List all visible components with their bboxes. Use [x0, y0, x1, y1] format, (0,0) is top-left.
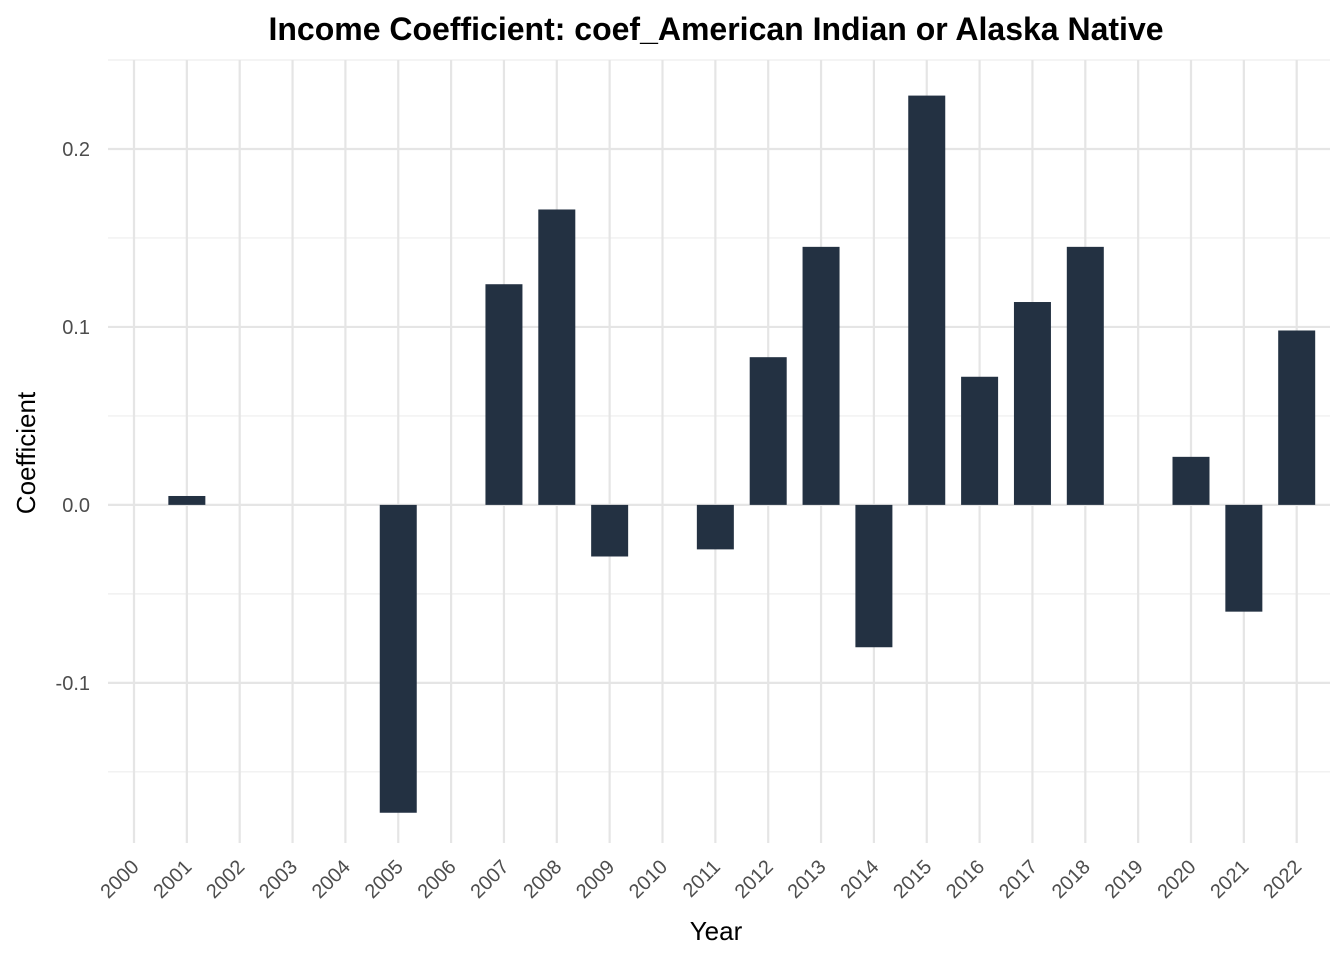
y-tick-label: -0.1 — [56, 673, 90, 695]
x-tick-label: 2005 — [361, 856, 408, 903]
x-tick-label: 2001 — [149, 856, 196, 903]
bar-2017 — [1013, 302, 1051, 505]
bar-2007 — [485, 284, 523, 505]
x-tick-label: 2002 — [202, 856, 249, 903]
bar-2001 — [168, 495, 206, 505]
x-tick-label: 2008 — [519, 856, 566, 903]
x-tick-label: 2016 — [942, 856, 989, 903]
bar-2009 — [591, 504, 629, 557]
bar-2014 — [855, 504, 893, 648]
x-tick-label: 2021 — [1206, 856, 1253, 903]
x-axis-title: Year — [690, 916, 743, 946]
bar-2015 — [908, 95, 946, 505]
bar-2021 — [1225, 504, 1263, 612]
x-tick-label: 2022 — [1259, 856, 1306, 903]
bar-2012 — [749, 357, 787, 505]
x-tick-label: 2009 — [572, 856, 619, 903]
x-tick-label: 2018 — [1048, 856, 1095, 903]
y-tick-labels: -0.1 0.0 0.1 0.2 — [56, 139, 90, 695]
x-tick-label: 2013 — [784, 856, 831, 903]
bar-2013 — [802, 246, 840, 505]
x-tick-label: 2014 — [836, 856, 883, 903]
x-tick-label: 2003 — [255, 856, 302, 903]
major-gridlines — [108, 60, 1330, 843]
bar-2022 — [1278, 330, 1316, 505]
bar-2016 — [961, 376, 999, 505]
x-tick-label: 2011 — [679, 856, 725, 902]
x-tick-label: 2000 — [97, 856, 144, 903]
chart-title: Income Coefficient: coef_American Indian… — [268, 11, 1163, 47]
bars — [168, 95, 1316, 813]
x-tick-label: 2010 — [625, 856, 672, 903]
x-tick-label: 2012 — [731, 856, 778, 903]
bar-2011 — [696, 504, 734, 550]
x-tick-label: 2020 — [1154, 856, 1201, 903]
x-tick-label: 2019 — [1101, 856, 1148, 903]
y-axis-title: Coefficient — [11, 391, 41, 514]
bar-2005 — [379, 504, 417, 813]
minor-gridlines — [108, 59, 1330, 773]
y-tick-label: 0.2 — [62, 139, 90, 161]
x-tick-labels: 2000 2001 2002 2003 2004 2005 2006 2007 2008 2009… — [97, 856, 1307, 903]
bar-2018 — [1066, 246, 1104, 505]
y-tick-label: 0.1 — [62, 317, 90, 339]
x-tick-label: 2015 — [889, 856, 936, 903]
x-tick-label: 2017 — [995, 856, 1042, 903]
x-tick-label: 2006 — [414, 856, 461, 903]
bar-2008 — [538, 209, 576, 505]
y-tick-label: 0.0 — [62, 495, 90, 517]
x-tick-label: 2007 — [466, 856, 513, 903]
bar-2020 — [1172, 456, 1210, 505]
x-tick-label: 2004 — [308, 856, 355, 903]
